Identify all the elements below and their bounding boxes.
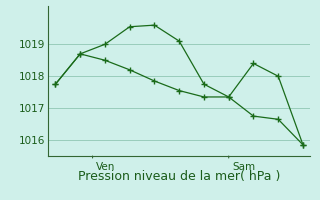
Text: Ven: Ven — [96, 162, 116, 172]
X-axis label: Pression niveau de la mer( hPa ): Pression niveau de la mer( hPa ) — [78, 170, 280, 183]
Text: Sam: Sam — [232, 162, 256, 172]
